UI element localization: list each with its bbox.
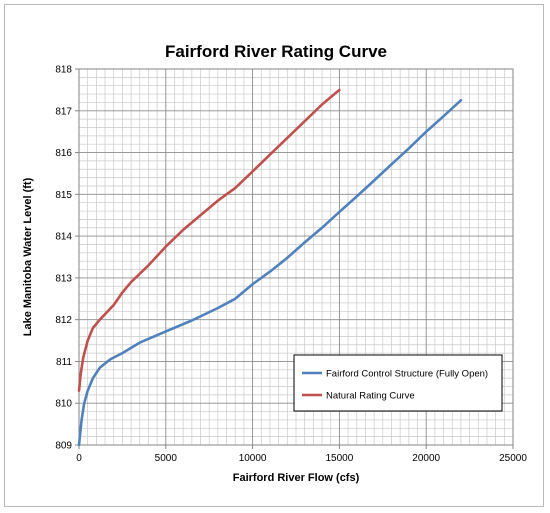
x-tick-label: 25000 [499,453,527,464]
y-tick-label: 811 [56,357,72,368]
chart-frame: Fairford River Rating Curve 0 5000 10000 15… [4,4,544,507]
rating-curve-chart: Fairford River Rating Curve 0 5000 10000 15… [22,42,527,484]
y-axis-title: Lake Manitoba Water Level (ft) [22,177,34,336]
x-tick-label: 0 [76,453,82,464]
y-tick-label: 817 [55,106,72,117]
y-tick-label: 815 [55,190,72,201]
y-tick-label: 814 [55,232,72,243]
axis-ticks: 0 5000 10000 15000 20000 25000 809 810 811 812 813… [55,65,527,465]
legend: Fairford Control Structure (Fully Open) … [293,354,503,412]
x-tick-label: 5000 [155,453,178,464]
x-axis-title: Fairford River Flow (cfs) [233,472,360,484]
legend-label-control-structure: Fairford Control Structure (Fully Open) [326,369,488,380]
series-line-control-structure [77,99,463,447]
series-line-natural-rating [77,88,341,393]
legend-box [293,354,503,412]
y-tick-label: 818 [55,65,72,76]
y-tick-label: 816 [55,148,72,159]
plot-area [78,68,514,446]
x-tick-label: 15000 [325,453,353,464]
x-tick-label: 10000 [239,453,267,464]
series-layer [77,88,463,447]
y-tick-label: 810 [55,399,72,410]
y-tick-label: 812 [55,315,72,326]
y-tick-label: 813 [55,273,72,284]
x-tick-label: 20000 [412,453,440,464]
legend-label-natural-rating: Natural Rating Curve [326,391,415,402]
y-tick-label: 809 [55,441,72,452]
chart-title: Fairford River Rating Curve [165,42,387,61]
